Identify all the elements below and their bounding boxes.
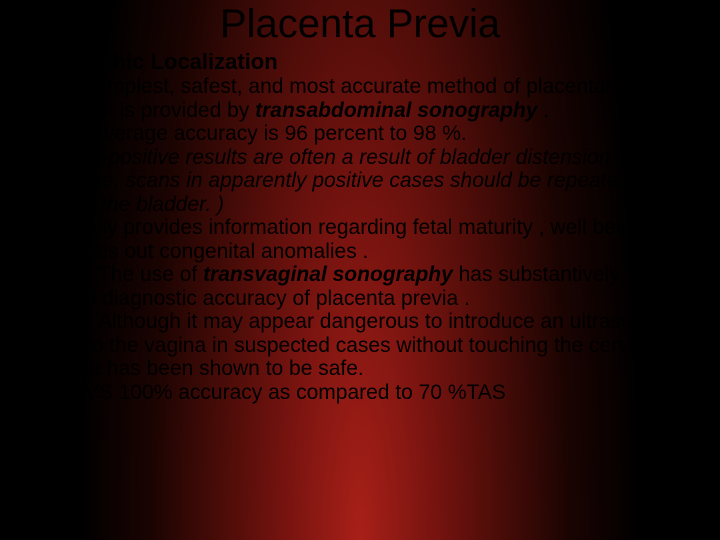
para-8: TVS 100% accuracy as compared to 70 %TAS	[10, 381, 710, 405]
para-4-b: Therefore, scans in apparently positive …	[10, 169, 678, 216]
para-6-b: transvaginal sonography	[203, 263, 453, 286]
para-1-c: .	[538, 99, 550, 122]
para-1: The simplest, safest, and most accurate …	[10, 75, 710, 122]
para-7: Although it may appear dangerous to intr…	[10, 310, 710, 381]
para-6: The use of transvaginal sonography has s…	[10, 263, 710, 310]
para-2: The average accuracy is 96 percent to 98…	[10, 122, 710, 146]
slide-subtitle: Sonographic Localization	[10, 49, 710, 74]
slide-title: Placenta Previa	[10, 0, 710, 49]
slide-container: Placenta Previa Sonographic Localization…	[0, 0, 720, 540]
para-1-b: transabdominal sonography	[255, 99, 537, 122]
para-4-a: (	[10, 169, 23, 192]
slide-body: The simplest, safest, and most accurate …	[10, 75, 710, 404]
para-3: False-positive results are often a resul…	[10, 146, 710, 170]
para-6-a: The use of	[98, 263, 203, 286]
para-5: Additionally provides information regard…	[10, 216, 710, 263]
para-4: ( Therefore, scans in apparently positiv…	[10, 169, 710, 216]
